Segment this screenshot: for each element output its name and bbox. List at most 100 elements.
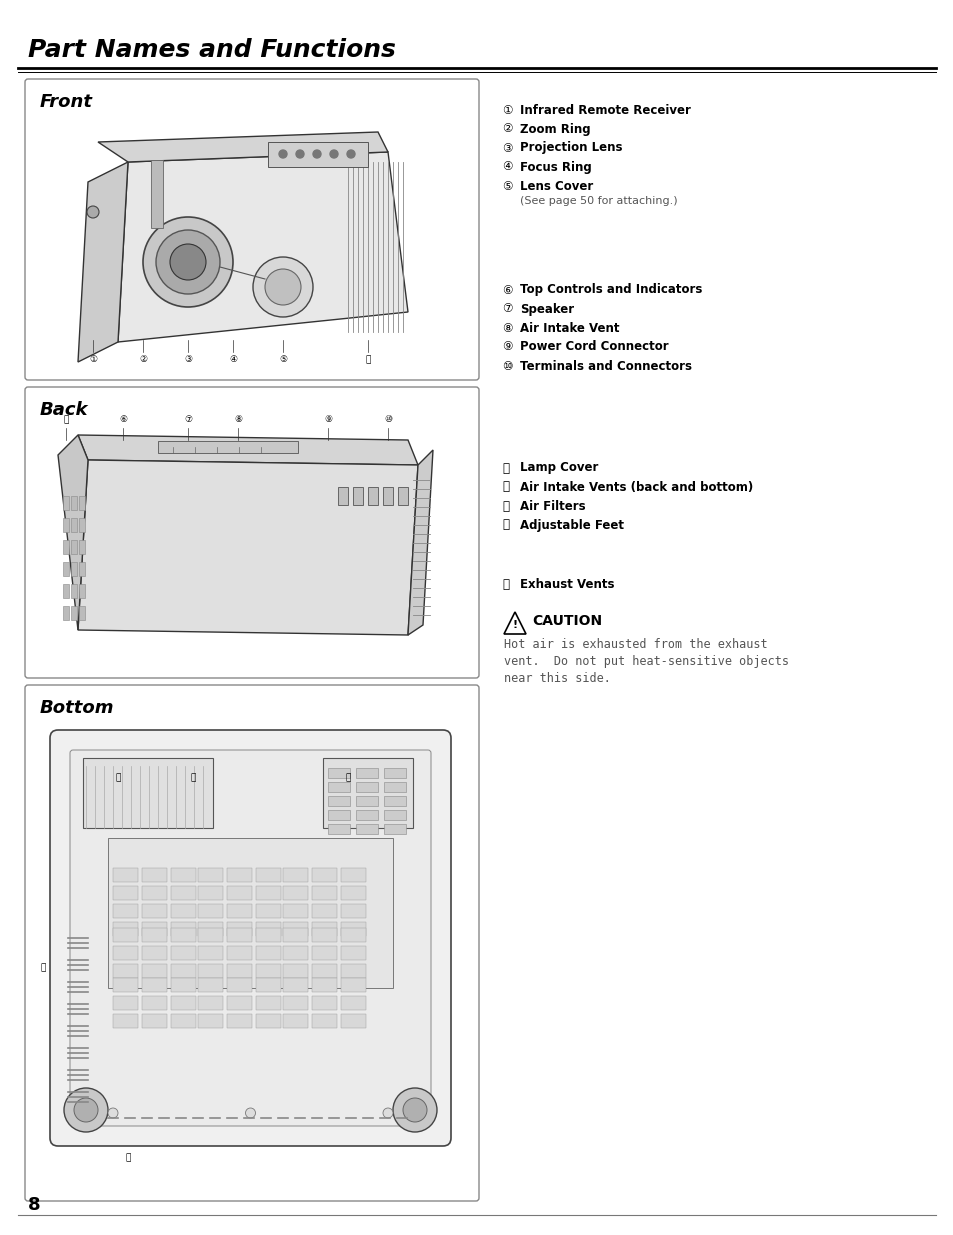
Bar xyxy=(312,927,336,942)
Bar xyxy=(142,978,167,992)
Bar xyxy=(255,995,281,1010)
Text: ⑮: ⑮ xyxy=(501,578,509,590)
Bar xyxy=(63,606,69,620)
Bar xyxy=(283,978,308,992)
Bar xyxy=(384,824,406,834)
Bar xyxy=(255,978,281,992)
Bar xyxy=(171,868,195,882)
Bar xyxy=(171,946,195,960)
Bar xyxy=(79,496,85,510)
Bar xyxy=(227,995,252,1010)
Bar xyxy=(255,885,281,900)
Circle shape xyxy=(74,1098,98,1123)
Bar xyxy=(71,540,77,555)
Bar xyxy=(142,965,167,978)
Bar xyxy=(198,965,223,978)
Text: Lens Cover: Lens Cover xyxy=(519,179,593,193)
Bar xyxy=(283,995,308,1010)
Bar xyxy=(227,904,252,918)
Bar xyxy=(353,487,363,505)
FancyBboxPatch shape xyxy=(25,685,478,1200)
Text: ⑮: ⑮ xyxy=(40,963,46,972)
Circle shape xyxy=(64,1088,108,1132)
Bar xyxy=(63,517,69,532)
Circle shape xyxy=(295,149,304,158)
Bar xyxy=(340,995,366,1010)
Bar xyxy=(255,927,281,942)
Bar xyxy=(198,1014,223,1028)
Text: ②: ② xyxy=(501,122,512,136)
Bar xyxy=(255,868,281,882)
FancyBboxPatch shape xyxy=(50,730,451,1146)
Bar xyxy=(312,978,336,992)
Text: ⑮: ⑮ xyxy=(63,415,69,425)
Bar xyxy=(112,946,138,960)
Text: 8: 8 xyxy=(28,1195,41,1214)
Bar xyxy=(79,606,85,620)
Text: Back: Back xyxy=(40,401,89,419)
Bar xyxy=(340,868,366,882)
Circle shape xyxy=(313,149,320,158)
Bar xyxy=(227,868,252,882)
Text: vent.  Do not put heat-sensitive objects: vent. Do not put heat-sensitive objects xyxy=(503,655,788,667)
Text: Air Intake Vents (back and bottom): Air Intake Vents (back and bottom) xyxy=(519,480,753,494)
Bar xyxy=(158,441,297,453)
Text: ⑫: ⑫ xyxy=(190,773,195,783)
Bar xyxy=(355,768,377,778)
Polygon shape xyxy=(78,435,417,466)
Text: ⑬: ⑬ xyxy=(345,773,351,783)
Bar xyxy=(255,965,281,978)
Bar xyxy=(71,606,77,620)
Text: (See page 50 for attaching.): (See page 50 for attaching.) xyxy=(519,196,677,206)
Circle shape xyxy=(347,149,355,158)
Text: Zoom Ring: Zoom Ring xyxy=(519,122,590,136)
Bar xyxy=(142,927,167,942)
Bar xyxy=(227,927,252,942)
Bar xyxy=(171,923,195,936)
Bar xyxy=(283,965,308,978)
Bar xyxy=(79,517,85,532)
Bar xyxy=(71,584,77,598)
Text: Terminals and Connectors: Terminals and Connectors xyxy=(519,359,691,373)
Bar xyxy=(112,927,138,942)
Polygon shape xyxy=(58,435,88,630)
Text: Speaker: Speaker xyxy=(519,303,574,315)
Polygon shape xyxy=(408,450,433,635)
Bar xyxy=(255,923,281,936)
Bar xyxy=(171,995,195,1010)
Bar xyxy=(312,1014,336,1028)
Bar xyxy=(227,1014,252,1028)
Bar xyxy=(151,161,163,228)
Text: ③: ③ xyxy=(501,142,512,154)
Text: ④: ④ xyxy=(229,356,236,364)
Text: ⑤: ⑤ xyxy=(501,179,512,193)
Text: Part Names and Functions: Part Names and Functions xyxy=(28,38,395,62)
Bar xyxy=(227,978,252,992)
Text: ⑫: ⑫ xyxy=(501,480,509,494)
Bar xyxy=(71,496,77,510)
Bar xyxy=(382,487,393,505)
Bar xyxy=(227,965,252,978)
Circle shape xyxy=(143,217,233,308)
Circle shape xyxy=(245,1108,255,1118)
Bar xyxy=(312,868,336,882)
Circle shape xyxy=(170,245,206,280)
FancyBboxPatch shape xyxy=(70,750,431,1126)
Bar xyxy=(63,496,69,510)
Bar xyxy=(142,995,167,1010)
Text: !: ! xyxy=(512,620,517,630)
Bar xyxy=(384,810,406,820)
Bar xyxy=(340,978,366,992)
Bar xyxy=(171,1014,195,1028)
Bar xyxy=(112,923,138,936)
Text: ⑭: ⑭ xyxy=(125,1153,131,1162)
Bar xyxy=(171,978,195,992)
Bar xyxy=(71,517,77,532)
Text: Front: Front xyxy=(40,93,92,111)
Bar xyxy=(312,995,336,1010)
Bar xyxy=(198,904,223,918)
Text: ①: ① xyxy=(501,104,512,116)
Bar xyxy=(328,810,350,820)
Bar xyxy=(312,885,336,900)
Bar xyxy=(340,923,366,936)
